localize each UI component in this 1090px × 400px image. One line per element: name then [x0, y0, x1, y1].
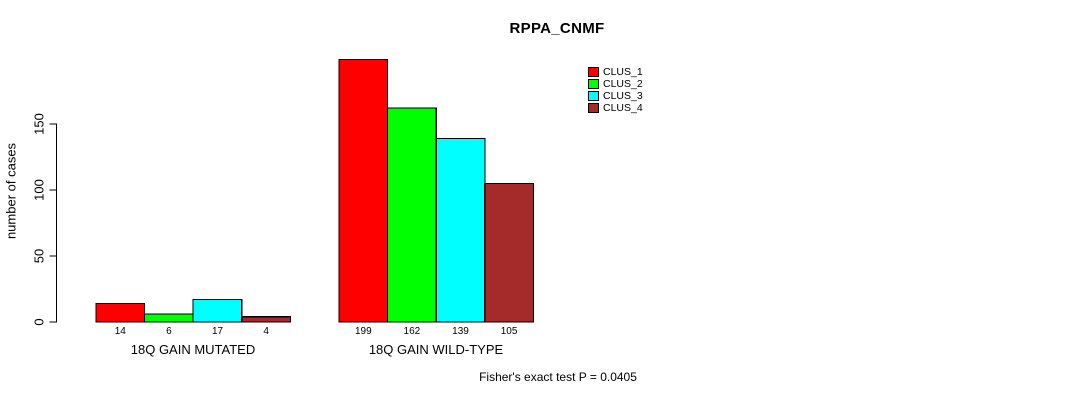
bar-clus_1: [338, 58, 389, 323]
bar-clus_4: [241, 316, 291, 323]
legend-item: CLUS_4: [588, 102, 643, 114]
bar-clus_2: [144, 313, 194, 323]
chart-title: RPPA_CNMF: [509, 20, 605, 37]
legend-color-swatch: [588, 79, 599, 89]
legend-item: CLUS_3: [588, 90, 643, 102]
bar-value-label: 14: [114, 326, 126, 337]
y-axis-tick-label: 0: [31, 318, 47, 326]
footer-note: Fisher's exact test P = 0.0405: [479, 370, 637, 384]
bar-clus_1: [95, 302, 146, 323]
group-label-mutated: 18Q GAIN MUTATED: [130, 342, 256, 357]
bar-value-label: 139: [452, 326, 469, 337]
legend-item: CLUS_1: [588, 66, 643, 78]
bar-clus_2: [387, 107, 437, 323]
y-axis-tick-label: 50: [31, 248, 47, 264]
legend-color-swatch: [588, 67, 599, 77]
bar-value-label: 6: [166, 326, 172, 337]
legend-label: CLUS_4: [603, 102, 643, 114]
legend-label: CLUS_3: [603, 90, 643, 102]
bar-value-label: 199: [354, 326, 372, 337]
bar-value-label: 4: [263, 326, 269, 337]
bar-value-label: 17: [211, 326, 224, 337]
bar-value-label: 105: [500, 326, 518, 337]
legend: CLUS_1 CLUS_2 CLUS_3 CLUS_4: [588, 66, 643, 114]
bar-value-label: 162: [403, 326, 421, 337]
bar-clus_4: [484, 182, 534, 323]
bar-clus_3: [192, 299, 243, 323]
legend-item: CLUS_2: [588, 78, 643, 90]
y-axis-tick-label: 150: [31, 113, 47, 135]
legend-color-swatch: [588, 91, 599, 101]
legend-label: CLUS_1: [603, 66, 643, 78]
legend-label: CLUS_2: [603, 78, 643, 90]
bar-clus_3: [435, 137, 486, 323]
legend-color-swatch: [588, 103, 599, 113]
y-axis-tick-label: 100: [31, 179, 47, 201]
group-label-wild-type: 18Q GAIN WILD-TYPE: [368, 342, 504, 357]
